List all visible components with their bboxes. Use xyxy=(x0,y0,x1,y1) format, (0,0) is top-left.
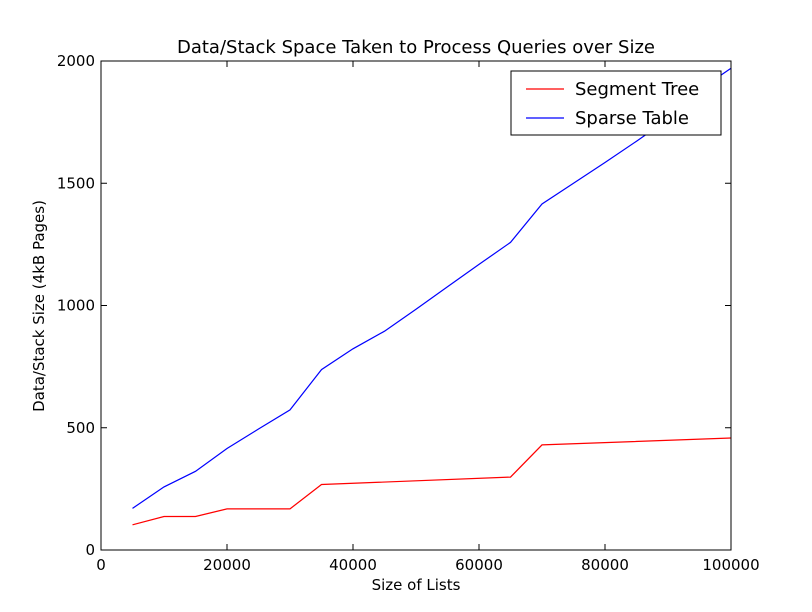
legend-box xyxy=(510,70,722,136)
plot-frame xyxy=(100,60,732,551)
axis-ticks: 0 20000 40000 60000 80000 100000 0 500 1000 1500 2… xyxy=(57,52,760,574)
chart-title: Data/Stack Space Taken to Process Querie… xyxy=(177,37,655,58)
y-tick-label: 2000 xyxy=(57,52,95,70)
series-line-segment-tree xyxy=(132,437,732,526)
x-tick-label: 80000 xyxy=(581,556,629,574)
x-axis-label: Size of Lists xyxy=(372,576,461,594)
x-tick-label: 100000 xyxy=(702,556,759,574)
x-tick-label: 0 xyxy=(96,556,106,574)
x-tick-label: 20000 xyxy=(203,556,251,574)
plot-lines xyxy=(132,67,732,526)
y-axis-label: Data/Stack Size (4kB Pages) xyxy=(30,200,48,412)
y-tick-label: 1000 xyxy=(57,297,95,315)
series-line-sparse-table xyxy=(132,67,732,509)
legend-label: Segment Tree xyxy=(575,79,699,100)
x-tick-label: 40000 xyxy=(329,556,377,574)
x-tick-label: 60000 xyxy=(455,556,503,574)
legend-label: Sparse Table xyxy=(575,108,689,129)
y-tick-label: 0 xyxy=(85,541,95,559)
y-tick-label: 500 xyxy=(66,419,95,437)
legend: Segment Tree Sparse Table xyxy=(510,70,722,136)
y-tick-label: 1500 xyxy=(57,174,95,192)
